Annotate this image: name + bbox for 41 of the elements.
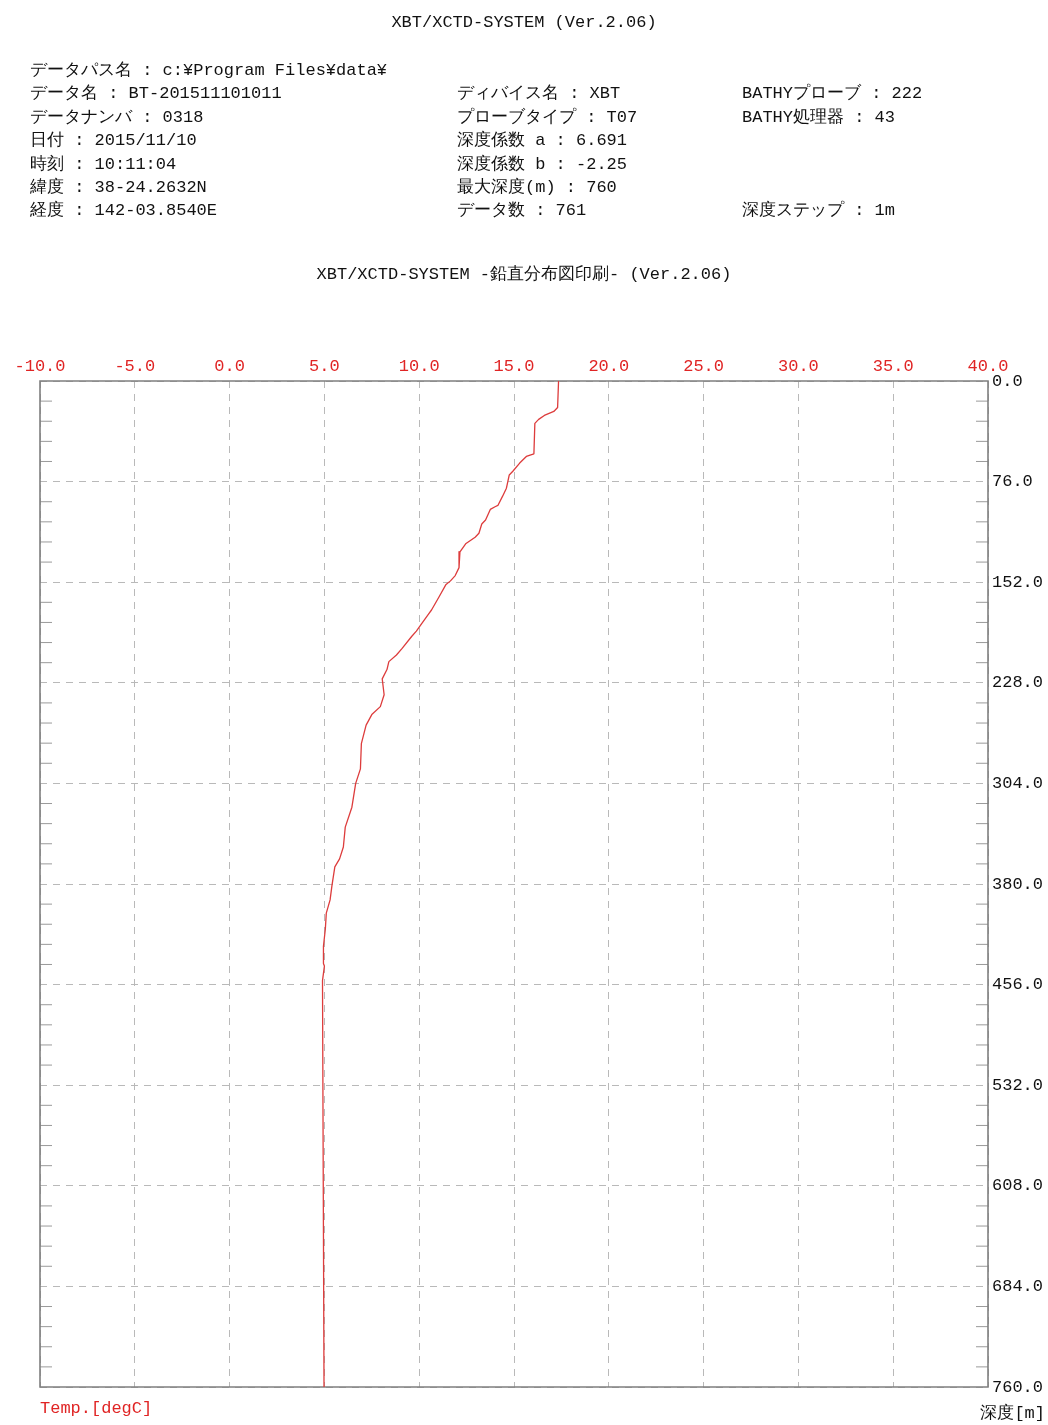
text: 日付 : 2015/11/10 — [30, 130, 197, 152]
text: データ数 : 761 — [457, 200, 587, 222]
text: 最大深度(m) : 760 — [457, 177, 617, 198]
text: データパス名 : c:¥Program Files¥data¥ — [30, 60, 388, 81]
x-axis-title: Temp.[degC] — [40, 1398, 153, 1419]
y-tick-label: 760.0 — [992, 1377, 1044, 1397]
x-tick-label: 10.0 — [398, 357, 440, 377]
y-tick-label: 228.0 — [992, 673, 1044, 693]
text: 緯度 : 38-24.2632N — [30, 177, 207, 198]
y-tick-label: 532.0 — [992, 1075, 1044, 1095]
text: BATHYプローブ : 222 — [742, 83, 923, 105]
y-axis-title: 深度[m] — [980, 1403, 1045, 1424]
text: データ名 : BT-201511101011 — [30, 83, 282, 105]
y-tick-label: 76.0 — [992, 472, 1033, 492]
y-tick-label: 380.0 — [992, 874, 1044, 894]
text: 経度 : 142-03.8540E — [30, 200, 218, 222]
text: ディバイス名 : XBT — [457, 83, 621, 105]
text: 深度係数 a : 6.691 — [457, 130, 628, 152]
y-tick-label: 608.0 — [992, 1176, 1044, 1196]
y-tick-label: 456.0 — [992, 975, 1044, 995]
x-tick-label: 20.0 — [588, 357, 630, 377]
chart-subtitle: XBT/XCTD-SYSTEM -鉛直分布図印刷- (Ver.2.06) — [315, 264, 733, 285]
text: 時刻 : 10:11:04 — [30, 153, 177, 175]
x-tick-label: 30.0 — [777, 357, 819, 377]
text: プローブタイプ : T07 — [457, 106, 638, 128]
text: 深度係数 b : -2.25 — [457, 153, 628, 175]
chart-title: XBT/XCTD-SYSTEM (Ver.2.06) — [390, 12, 658, 33]
x-tick-label: 5.0 — [309, 357, 340, 377]
x-tick-label: 15.0 — [493, 357, 535, 377]
y-tick-label: 684.0 — [992, 1276, 1044, 1296]
text: 深度ステップ : 1m — [742, 200, 896, 222]
y-tick-label: 152.0 — [992, 572, 1044, 592]
x-tick-label: 35.0 — [872, 357, 914, 377]
x-tick-label: -10.0 — [14, 357, 66, 377]
y-tick-label: 0.0 — [992, 371, 1023, 391]
x-tick-label: -5.0 — [114, 357, 156, 377]
y-tick-label: 304.0 — [992, 773, 1044, 793]
text: BATHY処理器 : 43 — [742, 106, 896, 128]
text: データナンバ : 0318 — [30, 106, 204, 128]
x-tick-label: 25.0 — [683, 357, 725, 377]
x-tick-label: 0.0 — [214, 357, 245, 377]
